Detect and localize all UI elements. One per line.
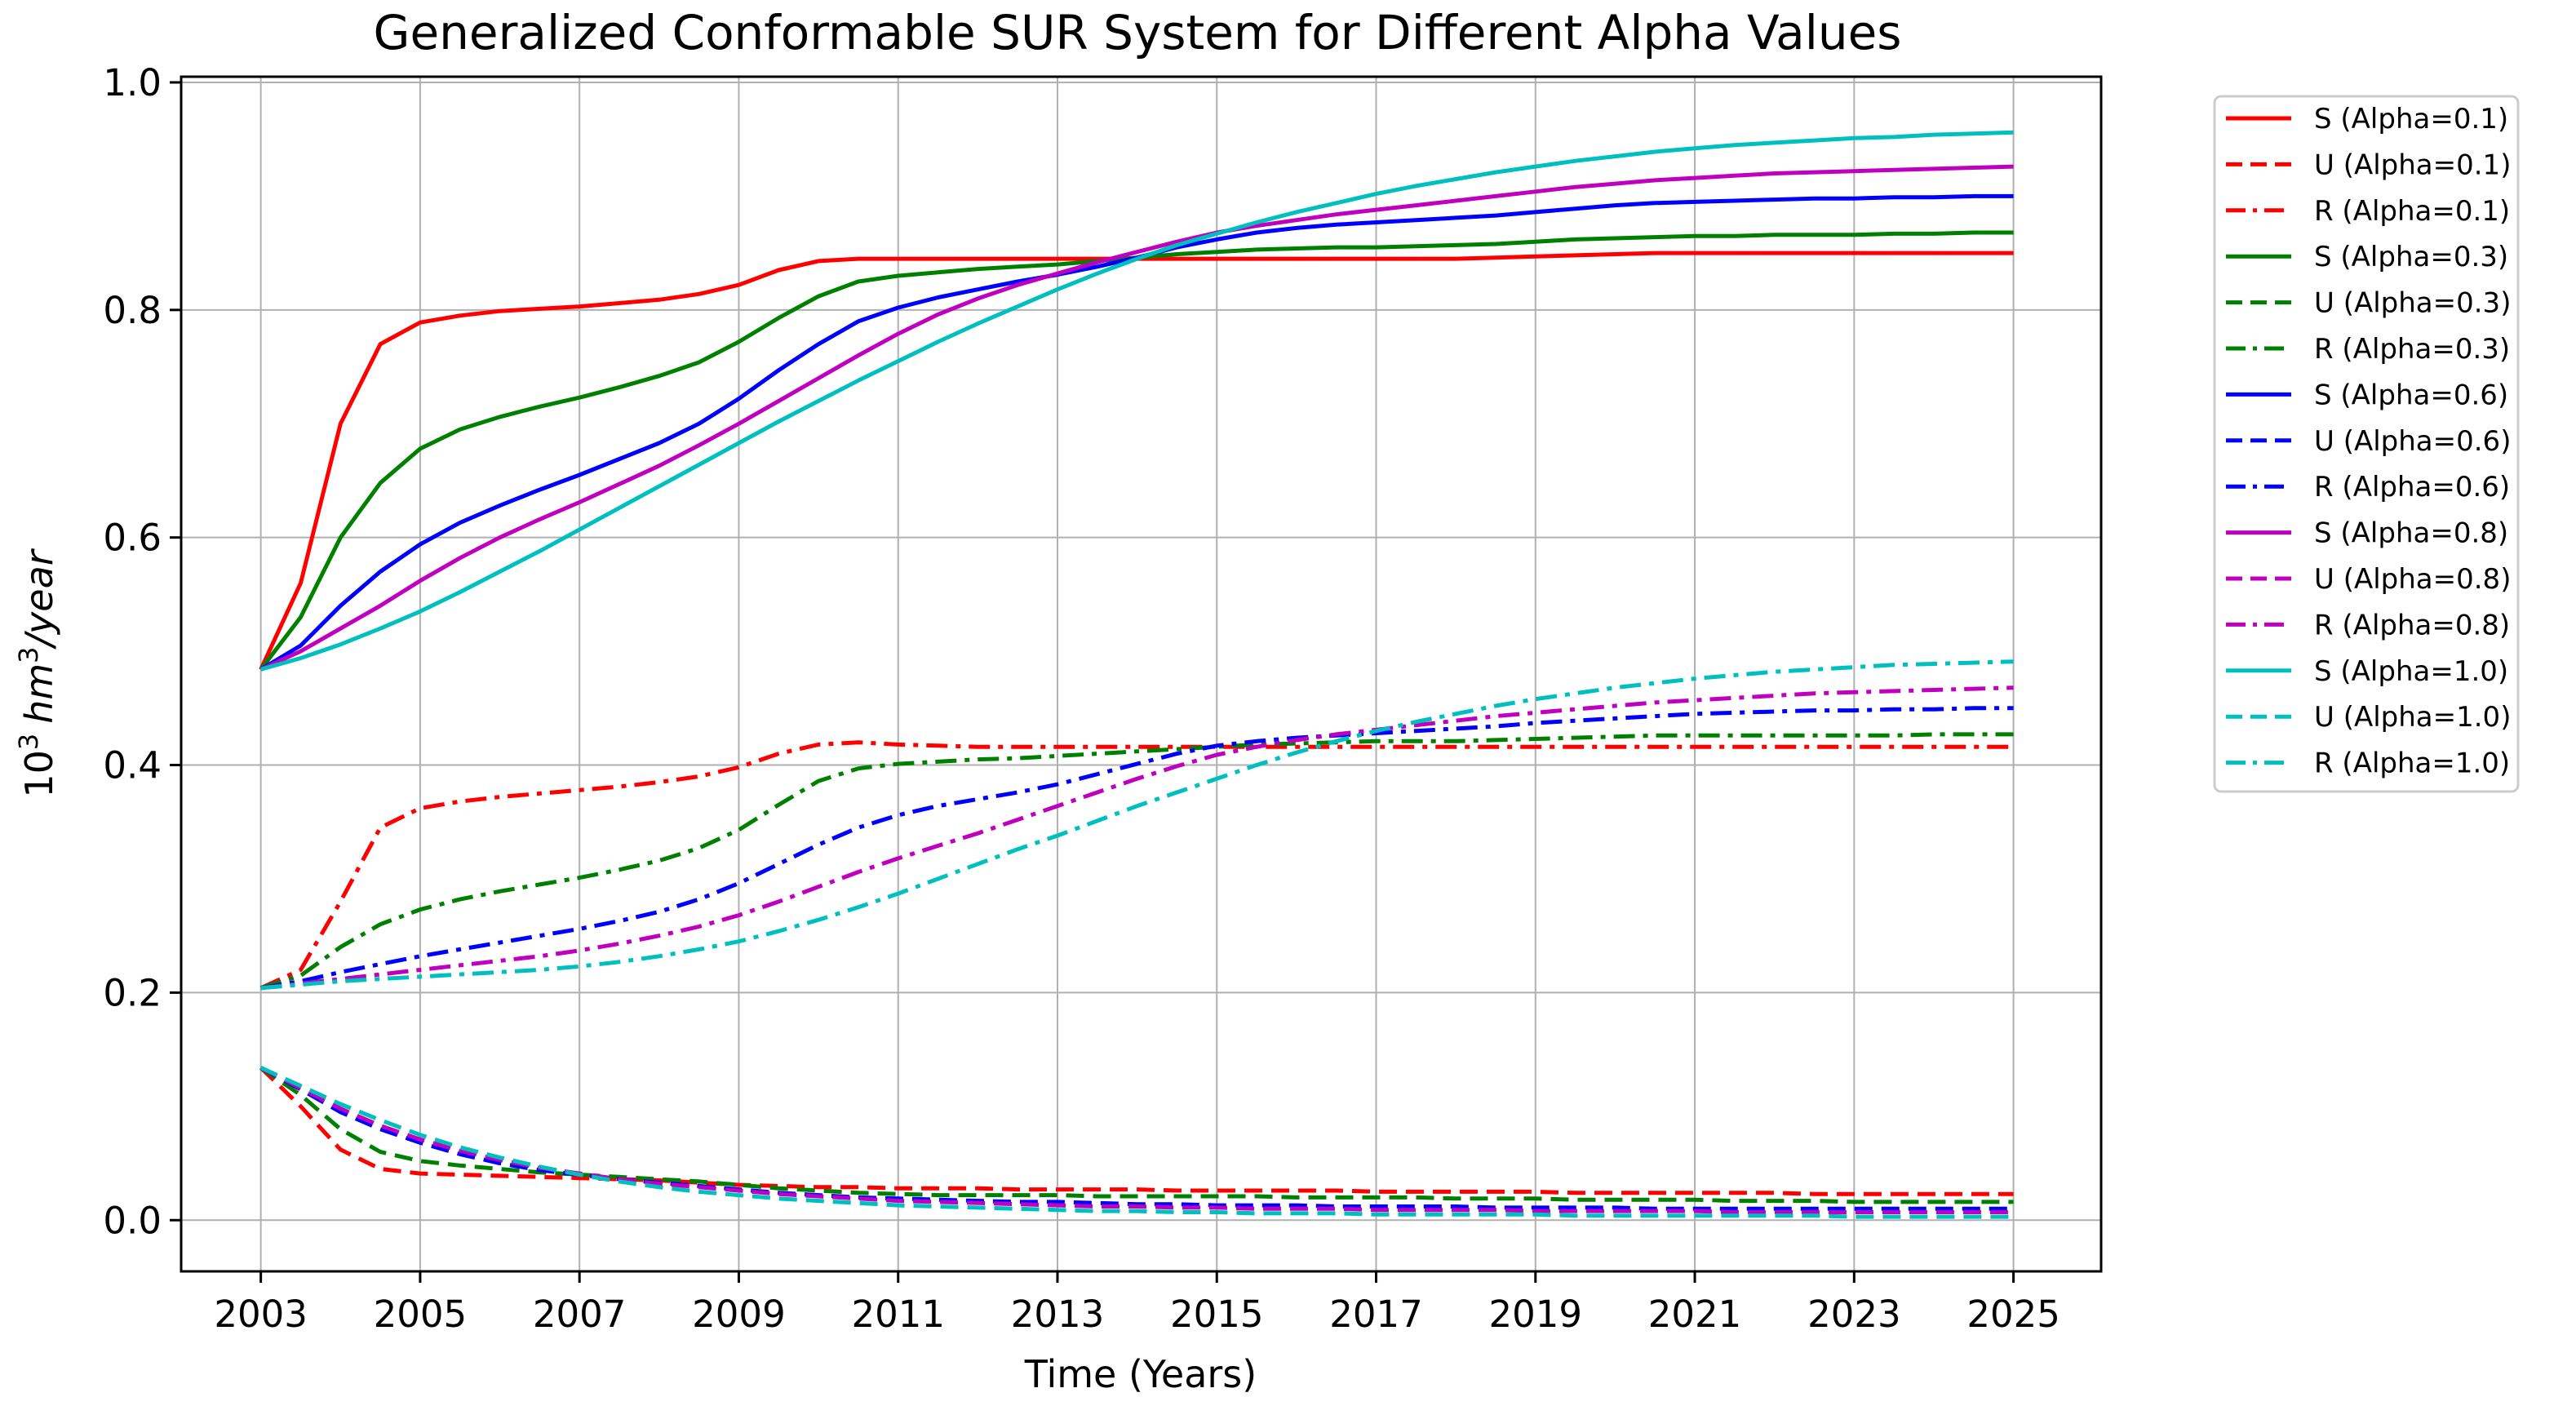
x-tick-label: 2025 [1966,1293,2060,1336]
x-tick-label: 2013 [1011,1293,1105,1336]
legend: S (Alpha=0.1) U (Alpha=0.1) R (Alpha=0.1) S… [2213,95,2520,793]
x-tick-label: 2011 [851,1293,945,1336]
series-line [259,1066,2014,1219]
legend-label: R (Alpha=0.1) [2314,195,2510,228]
legend-label: R (Alpha=0.6) [2314,471,2510,503]
series-line [259,164,2014,672]
y-label-base: 10 [17,750,61,798]
chart-title: Generalized Conformable SUR System for D… [374,5,1902,60]
y-tick-label: 0.6 [103,517,162,560]
y-label-unit: hm [17,663,61,724]
y-tick-label: 0.8 [103,289,162,332]
series-line [260,685,2014,991]
x-tick-label: 2009 [692,1293,786,1336]
x-tick-label: 2017 [1329,1293,1423,1336]
y-label-exp2: 3 [13,646,44,663]
legend-label: R (Alpha=0.8) [2314,609,2510,641]
plot-frame [180,75,2103,1273]
x-tick-label: 2003 [214,1293,308,1336]
x-axis-label: Time (Years) [1024,1352,1257,1396]
series-line [259,1066,2014,1204]
legend-label: S (Alpha=0.3) [2314,241,2508,273]
legend-label: R (Alpha=1.0) [2314,747,2510,780]
y-tick-label: 1.0 [103,61,162,104]
legend-label: U (Alpha=0.1) [2314,149,2511,181]
legend-label: S (Alpha=1.0) [2314,655,2508,688]
legend-label: U (Alpha=0.3) [2314,287,2511,320]
series-line [260,706,2014,991]
x-tick-label: 2023 [1807,1293,1901,1336]
x-tick-label: 2015 [1170,1293,1264,1336]
y-tick-label: 0.4 [103,744,162,787]
legend-label: U (Alpha=1.0) [2314,701,2511,734]
series-line [259,251,2014,671]
legend-label: S (Alpha=0.8) [2314,517,2508,550]
y-tick-label: 0.2 [103,971,162,1014]
series-lines [259,130,2014,1219]
series-line [259,230,2014,671]
legend-label: R (Alpha=0.3) [2314,333,2510,366]
y-tick-label: 0.0 [103,1199,162,1242]
y-axis-ticks: 0.0 0.2 0.4 0.6 0.8 1.0 [103,61,181,1242]
y-label-tail: /year [17,548,61,650]
legend-label: S (Alpha=0.6) [2314,379,2508,411]
y-label-exp1: 3 [13,734,44,750]
series-line [259,1066,2014,1196]
series-line [259,130,2014,672]
x-tick-label: 2005 [374,1293,468,1336]
x-tick-label: 2007 [533,1293,627,1336]
y-axis-label: 103hm3/year [13,548,61,797]
x-tick-label: 2019 [1489,1293,1583,1336]
legend-label: U (Alpha=0.6) [2314,425,2511,458]
x-tick-label: 2021 [1648,1293,1742,1336]
series-line [260,659,2014,991]
legend-label: U (Alpha=0.8) [2314,563,2511,596]
legend-label: S (Alpha=0.1) [2314,103,2508,135]
x-axis-ticks: 2003 2005 2007 2009 2011 2013 2015 2017 2019 2021… [214,1271,2060,1336]
legend-frame [2213,95,2520,793]
series-line [259,732,2014,991]
series-line [259,193,2014,672]
series-line [259,740,2014,991]
